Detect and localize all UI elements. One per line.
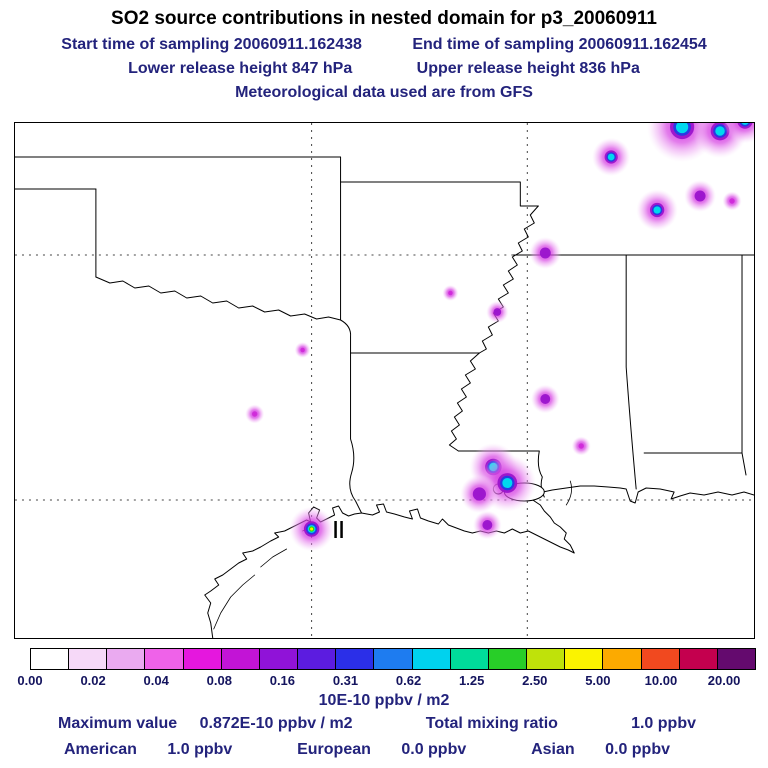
concentration-hotspot (592, 137, 631, 177)
colorbar-cell (145, 649, 184, 669)
upper-release-text: Upper release height 836 hPa (416, 60, 640, 77)
colorbar-tick-label: 20.00 (707, 673, 741, 688)
concentration-hotspot (571, 436, 591, 456)
source-american: American 1.0 ppbv (64, 741, 232, 759)
mixing-ratio-value: 1.0 ppbv (631, 715, 696, 732)
state-borders (15, 156, 754, 514)
concentration-hotspots (245, 123, 754, 552)
concentration-hotspot (245, 404, 265, 424)
source-european-value: 0.0 ppbv (401, 741, 467, 758)
concentration-hotspot (460, 474, 499, 514)
concentration-hotspot (684, 180, 717, 212)
end-time-text: End time of sampling 20060911.162454 (412, 36, 707, 53)
maximum-value-text: 0.872E-10 ppbv / m2 (199, 715, 353, 732)
colorbar-cell (183, 649, 222, 669)
lower-release-text: Lower release height 847 hPa (128, 60, 353, 77)
colorbar-units: 10E-10 ppbv / m2 (318, 692, 450, 709)
met-data-line: Meteorological data used are from GFS (0, 84, 768, 102)
source-asian-value: 0.0 ppbv (605, 741, 670, 758)
map-svg (15, 123, 754, 638)
source-european: European 0.0 ppbv (297, 741, 466, 759)
source-asian-label: Asian (531, 741, 575, 758)
colorbar-tick-label: 0.04 (143, 673, 169, 688)
colorbar-cell (603, 649, 642, 669)
concentration-hotspot (722, 123, 754, 144)
source-american-value: 1.0 ppbv (167, 741, 233, 758)
colorbar-cell (488, 649, 528, 669)
colorbar-cell (679, 649, 718, 669)
source-asian: Asian 0.0 ppbv (531, 741, 670, 759)
concentration-hotspot (289, 506, 334, 552)
summary-line: Maximum value 0.872E-10 ppbv / m2 Total … (58, 715, 696, 733)
colorbar-cell (717, 649, 755, 669)
source-european-label: European (297, 741, 371, 758)
colorbar-cell (107, 649, 146, 669)
concentration-hotspot (472, 510, 502, 540)
start-time-text: Start time of sampling 20060911.162438 (61, 36, 362, 53)
colorbar-tick-label: 0.00 (17, 673, 43, 688)
colorbar-cell (412, 649, 451, 669)
concentration-hotspot (530, 384, 560, 414)
colorbar-ticks: 0.00 0.02 0.04 0.08 0.16 0.31 0.62 1.25 2.50 5.00… (17, 673, 756, 689)
concentration-hotspot (636, 189, 678, 231)
concentration-hotspot (722, 191, 742, 211)
colorbar-cell (259, 649, 299, 669)
colorbar-cell (641, 649, 680, 669)
colorbar-cell (69, 649, 108, 669)
met-source-text: Meteorological data used are from GFS (235, 84, 533, 101)
source-contributions-line: American 1.0 ppbv European 0.0 ppbv Asia… (64, 741, 670, 759)
plot-page: SO2 source contributions in nested domai… (0, 8, 768, 758)
concentration-hotspot (529, 237, 562, 269)
source-american-label: American (64, 741, 137, 758)
colorbar (30, 648, 756, 670)
sampling-times-line: Start time of sampling 20060911.162438 E… (0, 36, 768, 54)
colorbar-cell (565, 649, 604, 669)
colorbar-cell (527, 649, 566, 669)
maximum-value-label: Maximum value (58, 715, 178, 732)
plot-title: SO2 source contributions in nested domai… (111, 8, 657, 29)
colorbar-tick-label: 5.00 (585, 673, 611, 688)
colorbar-tick-label: 0.08 (206, 673, 232, 688)
concentration-hotspot (294, 342, 311, 358)
colorbar-tick-label: 2.50 (522, 673, 548, 688)
colorbar-tick-label: 0.16 (269, 673, 296, 688)
release-heights-line: Lower release height 847 hPa Upper relea… (0, 60, 768, 78)
colorbar-cell (31, 649, 70, 669)
source-marker (334, 521, 343, 538)
colorbar-cell (221, 649, 260, 669)
colorbar-tick-label: 10.00 (644, 673, 678, 688)
colorbar-tick-label: 0.31 (332, 673, 359, 688)
concentration-hotspot (486, 300, 509, 324)
colorbar-cell (336, 649, 375, 669)
colorbar-cell (450, 649, 489, 669)
colorbar-tick-label: 0.02 (80, 673, 106, 688)
concentration-hotspot (442, 285, 459, 301)
colorbar-tick-label: 1.25 (459, 673, 485, 688)
colorbar-cell (374, 649, 413, 669)
map-panel (14, 122, 755, 639)
mixing-ratio-label: Total mixing ratio (425, 715, 558, 732)
maximum-value-group: Maximum value 0.872E-10 ppbv / m2 (58, 715, 353, 733)
colorbar-tick-label: 0.62 (395, 673, 422, 688)
colorbar-cell (298, 649, 337, 669)
